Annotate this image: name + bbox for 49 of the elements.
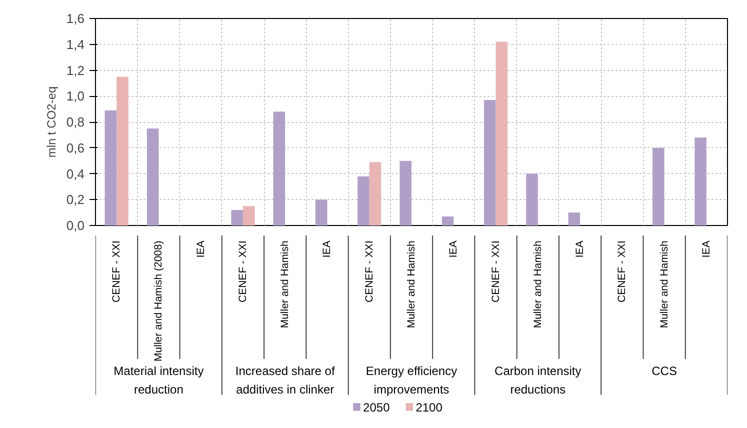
legend-label: 2100: [416, 400, 443, 414]
y-axis-title: mln t CO2-eq: [44, 86, 58, 158]
bar: [231, 210, 243, 226]
x-tick-label: CENEF - XXI: [236, 240, 249, 302]
bar: [496, 42, 508, 226]
x-tick-label: Muller and Hamish: [279, 240, 292, 328]
bar: [116, 76, 128, 226]
text: Energy efficiency improvements: [366, 364, 458, 396]
bar: [568, 212, 580, 226]
x-tick-label: IEA: [574, 240, 586, 258]
bar: [315, 200, 328, 226]
bar: [652, 148, 664, 226]
y-tick-label: 1,0: [66, 88, 85, 104]
bar: [694, 138, 706, 226]
text: Material intensity reduction: [114, 364, 204, 396]
x-tick-label: CENEF - XXI: [490, 240, 502, 302]
text: CCS: [652, 364, 677, 378]
x-tick-label: IEA: [700, 240, 712, 258]
bar: [242, 206, 255, 226]
bar: [104, 110, 117, 226]
x-tick-label: CENEF - XXI: [616, 240, 628, 302]
bar: [442, 216, 454, 226]
x-tick-label: CENEF - XXI: [363, 240, 376, 302]
y-tick-label: 0,2: [66, 192, 85, 208]
legend-label: 2050: [363, 400, 390, 414]
y-tick-label: 0,0: [66, 218, 85, 233]
bar: [526, 174, 538, 226]
y-tick-label: 0,4: [66, 166, 85, 182]
y-tick-label: 1,2: [66, 62, 85, 78]
x-tick-label: Muller and Hamish (2008): [152, 240, 165, 362]
bar: [400, 160, 412, 226]
x-tick-label: CENEF - XXI: [110, 240, 123, 302]
x-tick-label: Muller and Hamish: [406, 240, 418, 328]
y-tick-label: 1,6: [66, 11, 85, 26]
x-tick-label: IEA: [194, 240, 207, 258]
x-tick-label: Muller and Hamish: [532, 240, 544, 328]
y-tick-label: 0,6: [66, 140, 85, 156]
text: Increased share of additives in clinker: [235, 364, 336, 396]
bar: [273, 112, 286, 226]
x-tick-label: Muller and Hamish: [658, 240, 670, 328]
bar: [369, 162, 382, 226]
x-tick-label: IEA: [448, 240, 460, 258]
bar: [358, 176, 370, 226]
y-tick-label: 1,4: [66, 36, 85, 52]
bar: [146, 128, 159, 226]
y-tick-label: 0,8: [66, 114, 85, 130]
x-tick-label: IEA: [321, 240, 334, 258]
bar: [484, 100, 496, 226]
text: Carbon intensity reductions: [494, 364, 582, 396]
